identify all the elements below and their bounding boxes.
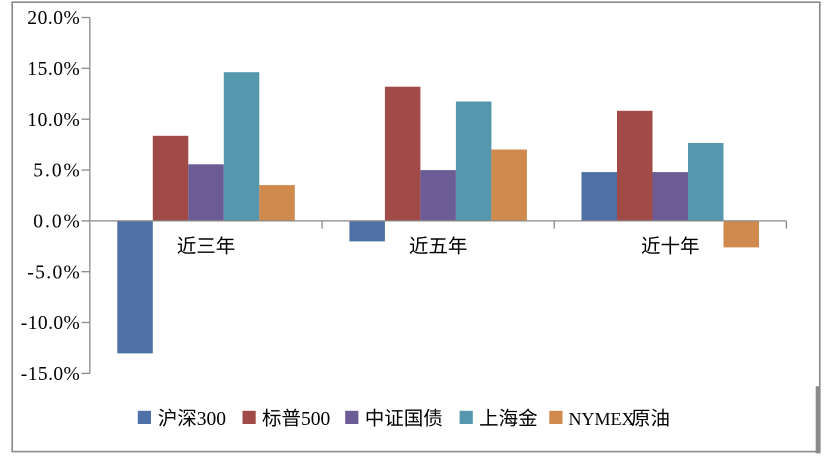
svg-text:-5.0%: -5.0% (27, 262, 80, 283)
svg-text:500: 500 (301, 409, 330, 430)
svg-text:300: 300 (197, 409, 226, 430)
svg-text:-15.0%: -15.0% (21, 364, 80, 385)
svg-text:-10.0%: -10.0% (21, 313, 80, 334)
svg-text:NYMEX: NYMEX (569, 409, 635, 429)
svg-text:15.0%: 15.0% (27, 59, 80, 80)
svg-text:0.0%: 0.0% (33, 212, 80, 233)
svg-text:20.0%: 20.0% (27, 8, 80, 29)
svg-text:10.0%: 10.0% (27, 110, 80, 131)
svg-text:5.0%: 5.0% (33, 161, 80, 182)
